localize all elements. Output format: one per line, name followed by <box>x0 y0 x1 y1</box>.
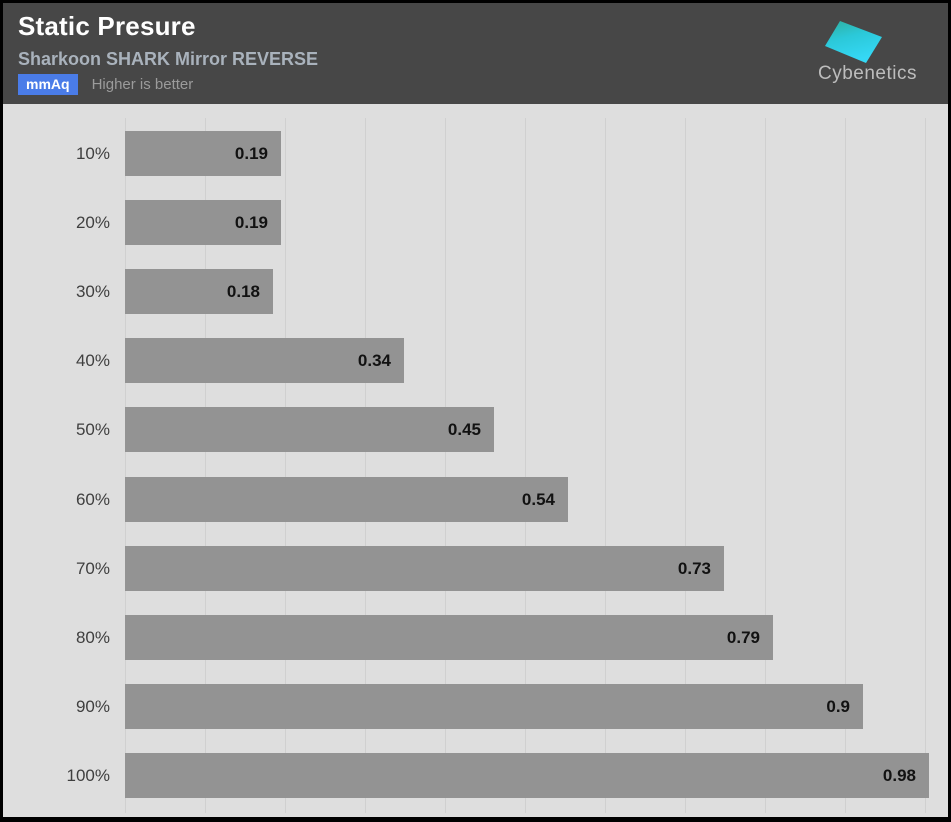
bar-value-label: 0.19 <box>234 213 268 232</box>
bar-value-label: 0.34 <box>357 351 391 370</box>
bar-chart-plot: 10% 0.19 20% 0.19 30% 0.18 40% 0.34 50% 0.45 60% 0.… <box>3 104 948 817</box>
chart-meta-row: mmAq Higher is better <box>18 73 193 96</box>
vertical-gridline <box>925 118 926 813</box>
chart-title: Static Presure <box>18 11 196 41</box>
bar: 0.73 <box>125 546 724 591</box>
bar-value-label: 0.98 <box>882 766 916 785</box>
bar-value-label: 0.19 <box>234 144 268 163</box>
vertical-gridline <box>125 118 126 813</box>
category-label: 70% <box>75 559 110 578</box>
higher-is-better-note: Higher is better <box>91 76 194 93</box>
bar-value-label: 0.45 <box>447 420 481 439</box>
bar: 0.18 <box>125 269 273 314</box>
bar: 0.45 <box>125 407 494 452</box>
vertical-gridline <box>525 118 526 813</box>
bar-value-label: 0.9 <box>826 697 850 716</box>
category-label: 100% <box>66 766 110 785</box>
category-label: 20% <box>75 213 110 232</box>
bar: 0.19 <box>125 200 281 245</box>
unit-badge: mmAq <box>18 74 78 95</box>
chart-subtitle: Sharkoon SHARK Mirror REVERSE <box>18 49 319 69</box>
bar: 0.9 <box>125 684 863 729</box>
chart-header: Static Presure Sharkoon SHARK Mirror REV… <box>3 3 948 104</box>
vertical-gridline <box>765 118 766 813</box>
vertical-gridline <box>605 118 606 813</box>
category-label: 30% <box>75 282 110 301</box>
vertical-gridline <box>205 118 206 813</box>
vertical-gridline <box>365 118 366 813</box>
vertical-gridline <box>285 118 286 813</box>
bar: 0.34 <box>125 338 404 383</box>
bar: 0.19 <box>125 131 281 176</box>
cybenetics-logo-icon <box>825 21 882 63</box>
bar: 0.79 <box>125 615 773 660</box>
category-label: 80% <box>75 628 110 647</box>
bar: 0.98 <box>125 753 929 798</box>
vertical-gridline <box>685 118 686 813</box>
category-label: 90% <box>75 697 110 716</box>
category-label: 40% <box>75 351 110 370</box>
category-label: 50% <box>75 420 110 439</box>
bar-value-label: 0.73 <box>677 559 711 578</box>
cybenetics-logo: Cybenetics <box>818 13 932 85</box>
bar-value-label: 0.54 <box>521 490 555 509</box>
category-label: 10% <box>75 144 110 163</box>
cybenetics-logo-text: Cybenetics <box>818 63 917 84</box>
bar: 0.54 <box>125 477 568 522</box>
vertical-gridline <box>445 118 446 813</box>
category-label: 60% <box>75 490 110 509</box>
bar-value-label: 0.18 <box>226 282 260 301</box>
vertical-gridline <box>845 118 846 813</box>
bar-value-label: 0.79 <box>726 628 760 647</box>
